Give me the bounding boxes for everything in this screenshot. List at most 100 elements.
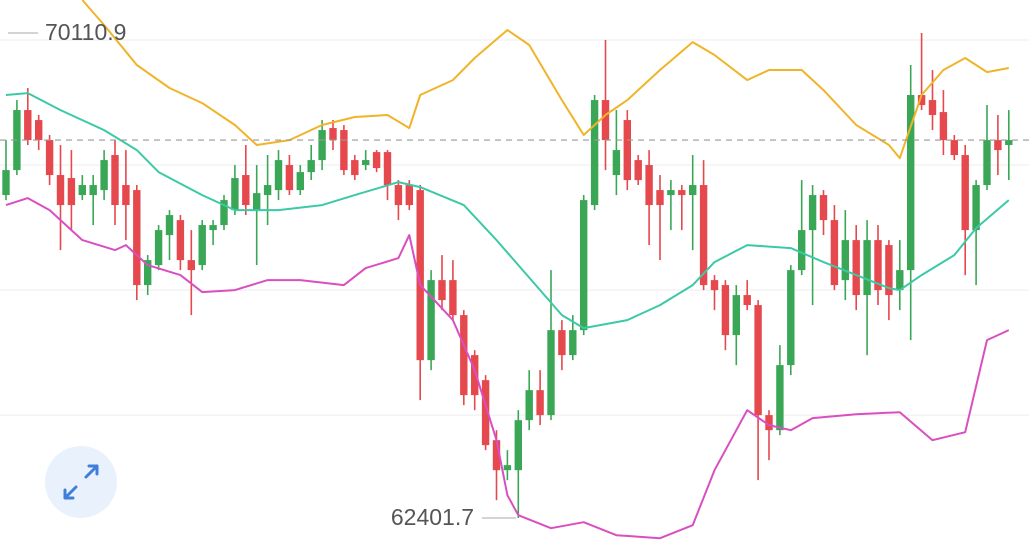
- candle-body: [787, 270, 795, 366]
- candle-body: [830, 220, 839, 286]
- candle-body: [656, 190, 664, 206]
- candle-body: [754, 305, 762, 416]
- candle-body: [274, 160, 283, 191]
- candle-body: [67, 178, 76, 206]
- candle-body: [362, 160, 370, 166]
- candle-body: [318, 130, 326, 161]
- grid: [0, 39, 1029, 416]
- candle-body: [580, 200, 588, 331]
- candle-body: [198, 225, 206, 266]
- candle-body: [307, 160, 315, 173]
- candle-body: [45, 140, 54, 176]
- candle-body: [209, 225, 217, 231]
- candle-body: [416, 190, 424, 361]
- candle-body: [896, 270, 904, 291]
- candle-body: [852, 240, 860, 296]
- candle-body: [961, 155, 969, 231]
- candle-body: [263, 185, 272, 196]
- candle-body: [776, 365, 784, 431]
- candle-body: [514, 420, 522, 471]
- candle-body: [165, 215, 174, 236]
- candle-body: [1005, 140, 1013, 146]
- candle-body: [471, 355, 479, 396]
- candle-body: [220, 200, 228, 226]
- candle-body: [732, 295, 740, 336]
- candle-body: [634, 160, 642, 181]
- candle-body: [645, 165, 653, 206]
- candle-body: [558, 330, 566, 356]
- candle-body: [492, 440, 501, 471]
- candle-body: [503, 465, 512, 471]
- low-marker-label: 62401.7: [391, 504, 474, 530]
- candle-body: [885, 245, 893, 296]
- bands: [5, 0, 1010, 540]
- candle-body: [667, 190, 675, 196]
- candle-body: [678, 190, 686, 196]
- expand-icon[interactable]: [63, 464, 99, 500]
- candle-body: [710, 280, 719, 291]
- labels: 70110.9 62401.7: [0, 19, 1029, 530]
- candle-body: [525, 390, 533, 421]
- candle-body: [481, 380, 490, 446]
- candle-body: [2, 170, 10, 196]
- expand-button[interactable]: [45, 446, 117, 518]
- candle-body: [100, 160, 108, 191]
- candle-body: [285, 165, 294, 191]
- candle-body: [983, 140, 991, 186]
- candle-body: [111, 155, 119, 206]
- candle-body: [721, 285, 730, 336]
- candle-body: [863, 240, 871, 296]
- candle-body: [939, 112, 948, 141]
- candle-body: [994, 140, 1002, 151]
- candle-body: [253, 193, 261, 211]
- candle-body: [765, 415, 773, 431]
- candle-body: [917, 95, 926, 106]
- candle-body: [972, 185, 980, 231]
- candle-body: [296, 172, 304, 191]
- candle-body: [35, 120, 43, 141]
- candle-body: [612, 150, 621, 176]
- candle-body: [122, 185, 130, 206]
- candle-body: [78, 185, 86, 196]
- candle-body: [907, 95, 915, 271]
- expand-button-bg[interactable]: [45, 446, 117, 518]
- candle-body: [590, 100, 599, 206]
- band-line: [5, 92, 1010, 330]
- candle-body: [24, 110, 32, 141]
- candle-body: [372, 152, 381, 169]
- candle-body: [808, 195, 817, 231]
- candles: [2, 32, 1013, 519]
- candle-body: [383, 152, 392, 186]
- candle-body: [569, 330, 577, 356]
- candle-body: [242, 175, 250, 206]
- candle-body: [798, 230, 806, 271]
- candle-body: [623, 120, 631, 181]
- candle-body: [176, 220, 185, 261]
- candle-body: [427, 280, 435, 361]
- candle-body: [56, 175, 65, 206]
- candle-body: [231, 178, 239, 211]
- candle-body: [133, 190, 141, 286]
- candle-body: [405, 185, 413, 206]
- candle-body: [950, 140, 958, 156]
- candle-body: [329, 128, 337, 141]
- high-marker-label: 70110.9: [45, 19, 126, 45]
- candle-body: [928, 100, 937, 116]
- candle-body: [601, 100, 610, 141]
- candle-body: [438, 280, 446, 301]
- candle-body: [187, 260, 195, 271]
- candle-body: [819, 195, 828, 221]
- band-line: [81, 0, 1009, 160]
- candle-body: [547, 330, 555, 416]
- candle-body: [536, 390, 544, 416]
- candle-body: [340, 130, 348, 171]
- candle-body: [154, 230, 163, 266]
- candle-body: [449, 280, 457, 316]
- candle-body: [351, 160, 359, 176]
- candle-body: [460, 315, 468, 396]
- band-line: [5, 197, 1010, 540]
- candle-body: [841, 240, 849, 281]
- candle-body: [689, 185, 697, 196]
